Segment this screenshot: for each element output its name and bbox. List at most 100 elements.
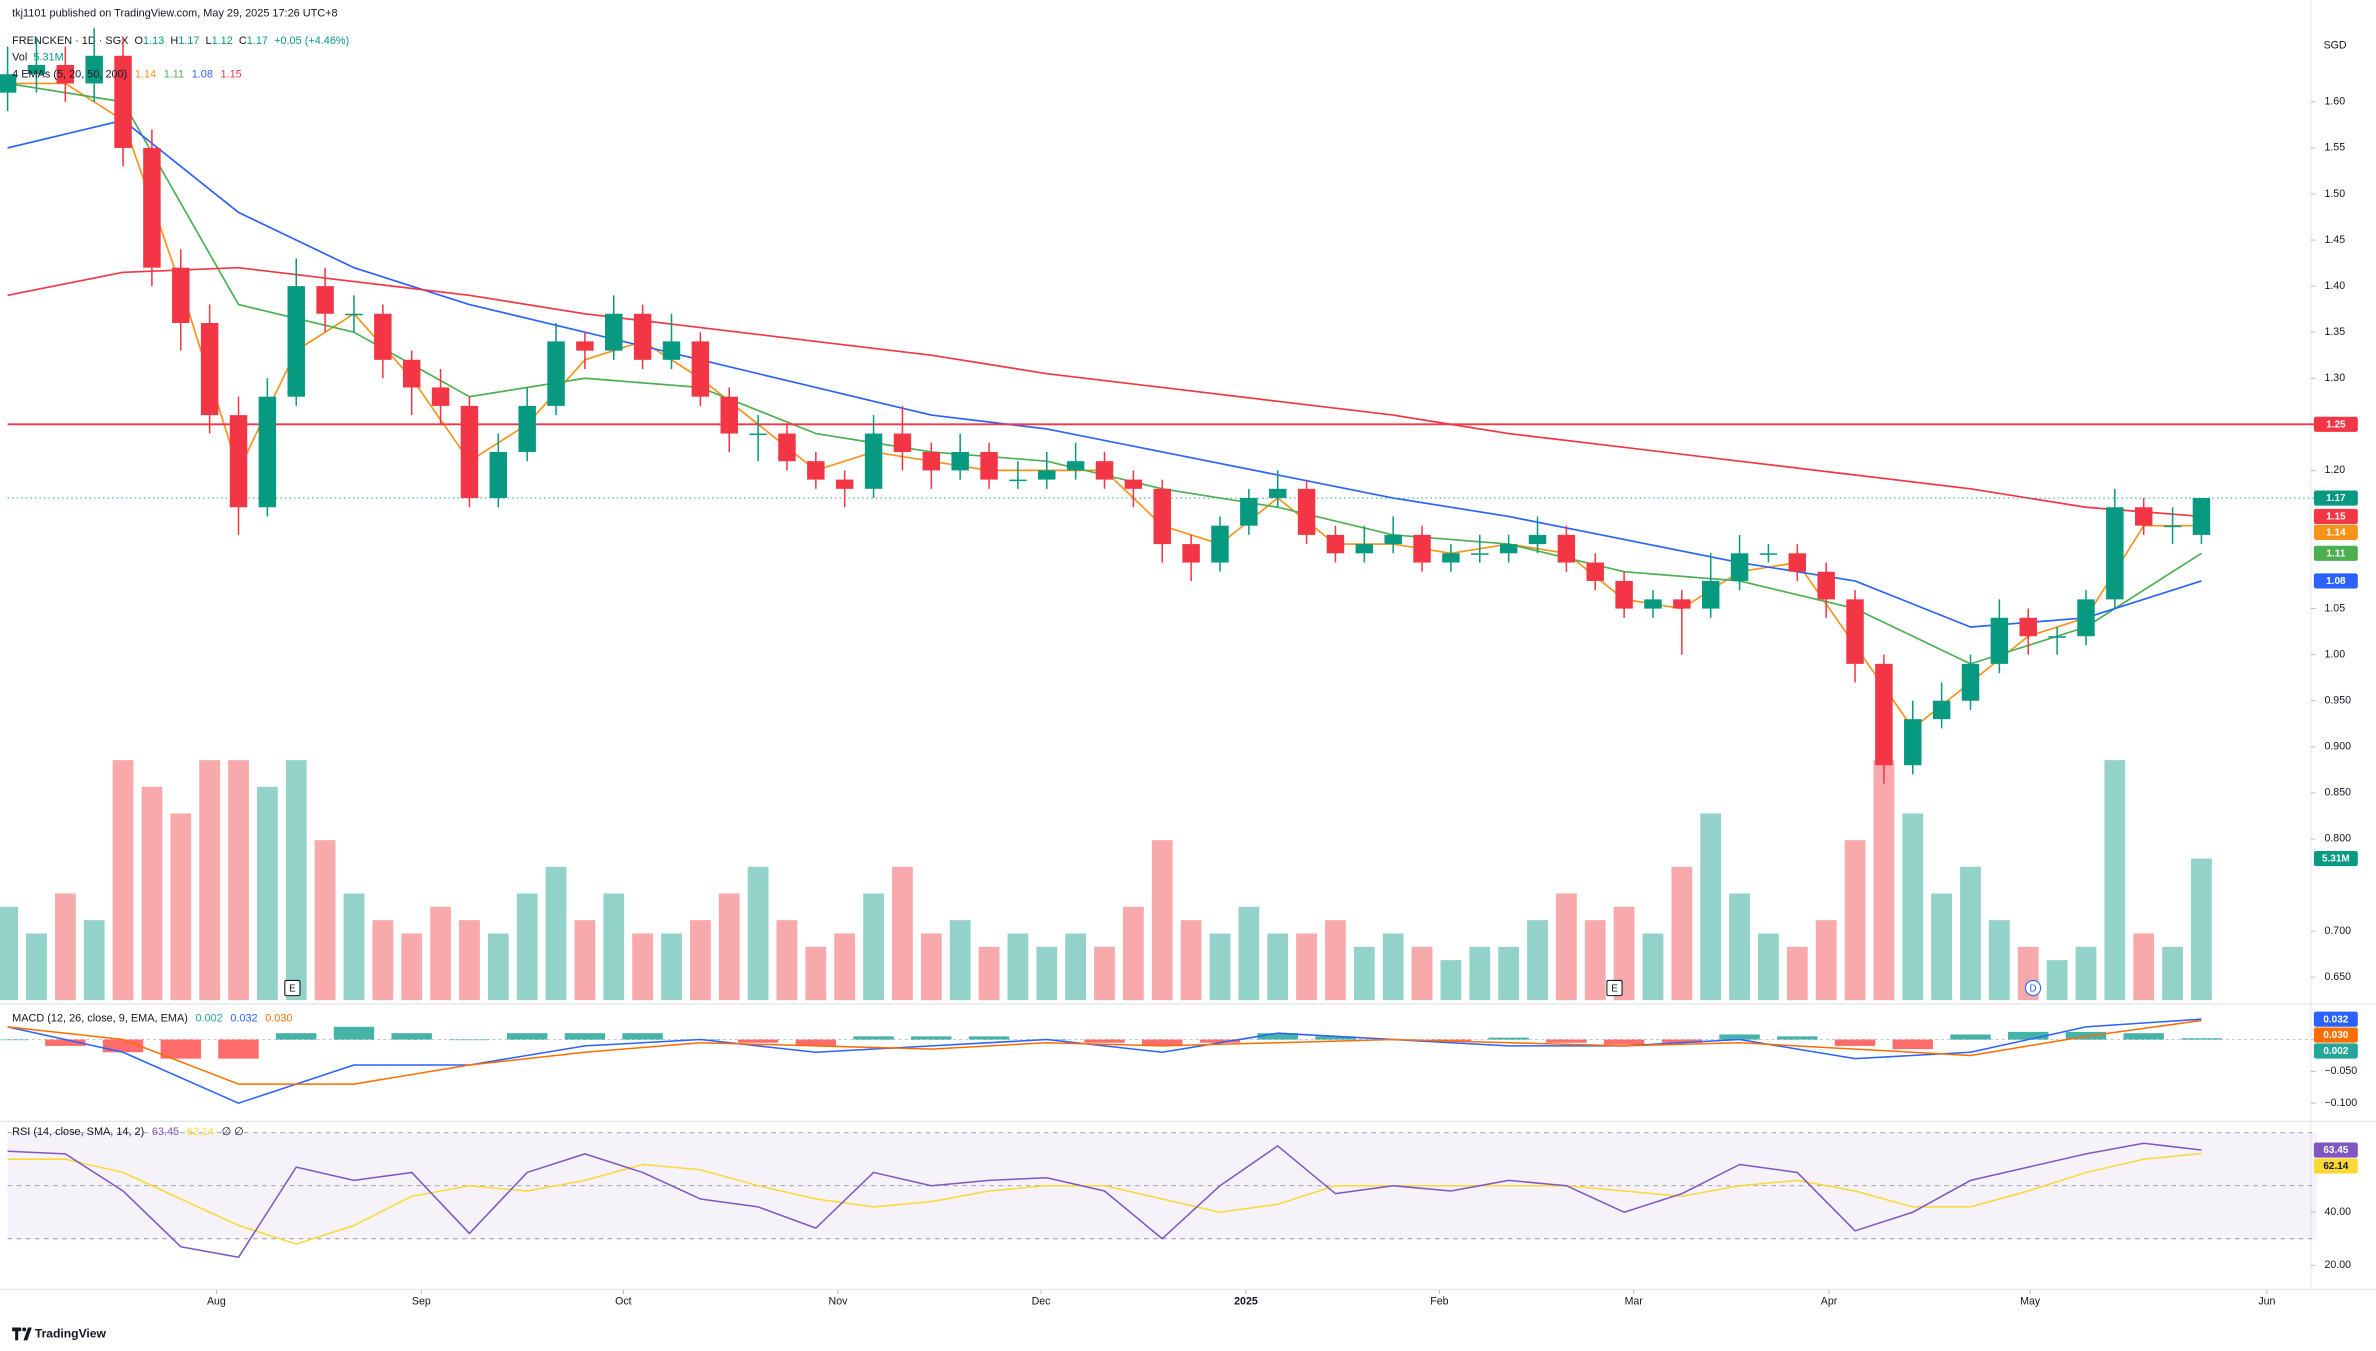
histogram-bar xyxy=(506,1033,548,1040)
logo-text: TradingView xyxy=(35,1326,107,1340)
y-tick-label: 0.900 xyxy=(2324,741,2351,753)
y-tick-label: 1.60 xyxy=(2324,96,2345,108)
candle-body xyxy=(547,341,565,406)
volume-bar xyxy=(545,866,567,1001)
ema-value: 1.15 xyxy=(221,68,242,80)
volume-bar xyxy=(487,933,509,1001)
candle-body xyxy=(1990,617,2009,664)
candle-body xyxy=(287,286,305,397)
ema-value: 1.11 xyxy=(164,68,184,80)
volume-bar xyxy=(1931,893,1953,1001)
candle-body xyxy=(1904,719,1922,766)
histogram-bar xyxy=(1661,1039,1703,1043)
candle-body xyxy=(172,267,190,323)
histogram-bar xyxy=(2123,1033,2164,1040)
y-tick-label: 1.55 xyxy=(2324,142,2345,154)
y-tick-label: 1.00 xyxy=(2324,648,2345,660)
candle-body xyxy=(1788,553,1807,572)
candle-body xyxy=(0,74,17,93)
price-badge xyxy=(2313,573,2358,589)
candle-body xyxy=(893,433,912,452)
histogram-bar xyxy=(1950,1034,1991,1040)
y-tick-label: 0.650 xyxy=(2324,971,2351,983)
price-badge xyxy=(2313,545,2358,561)
rsi-line xyxy=(7,1142,2202,1259)
price-badge xyxy=(2313,1142,2358,1158)
price-badge xyxy=(2313,524,2358,540)
price-badge xyxy=(2313,416,2358,432)
candle-body xyxy=(1875,663,1893,766)
candle-body xyxy=(1730,553,1749,581)
price-badge xyxy=(2313,1027,2358,1043)
volume-bar xyxy=(892,866,913,1001)
volume-bar xyxy=(574,920,596,1001)
candle-body xyxy=(835,479,854,489)
y-tick-label: 1.40 xyxy=(2324,280,2345,292)
volume-bar xyxy=(632,933,654,1001)
y-tick-label: 1.35 xyxy=(2324,326,2345,338)
event-marker xyxy=(1606,979,1623,997)
candle-body xyxy=(1817,571,1835,600)
volume-bar xyxy=(1094,946,1115,1001)
candle-body xyxy=(807,461,825,480)
histogram-bar xyxy=(564,1033,606,1040)
candle-body xyxy=(431,387,450,406)
candle-body xyxy=(864,433,883,489)
volume-bar xyxy=(2075,946,2097,1001)
price-badge-label: 63.45 xyxy=(2323,1145,2348,1156)
volume-bar xyxy=(1469,946,1491,1001)
candle-body xyxy=(1211,525,1229,563)
volume-bar xyxy=(1267,933,1289,1001)
volume-bar xyxy=(661,933,682,1001)
volume-bar xyxy=(718,893,740,1001)
volume-bar xyxy=(1988,920,2010,1001)
volume-bar xyxy=(343,893,365,1001)
x-tick-label: Nov xyxy=(829,1295,849,1307)
volume-bar xyxy=(805,946,827,1001)
macd-title: MACD (12, 26, close, 9, EMA, EMA) xyxy=(12,1012,188,1024)
candle-body xyxy=(633,313,652,360)
event-marker xyxy=(284,979,301,997)
candle-body xyxy=(576,341,594,351)
price-change: +0.05 (+4.46%) xyxy=(274,35,349,47)
y-tick-label: 0.800 xyxy=(2324,833,2351,845)
volume-bar xyxy=(285,760,307,1001)
volume-bar xyxy=(1440,960,1462,1001)
legend-line: FRENCKEN · 1D · SGX O1.13 H1.17 L1.12 C1.17 +… xyxy=(12,35,349,47)
price-badge-label: 0.030 xyxy=(2323,1030,2348,1041)
volume-bar xyxy=(54,893,76,1001)
published-note: tkj1101 published on TradingView.com, Ma… xyxy=(12,8,337,20)
volume-bar xyxy=(1325,920,1346,1001)
legend-line: RSI (14, close, SMA, 14, 2) 63.45 62.14 ∅ ∅ xyxy=(12,1126,243,1138)
volume-bar xyxy=(978,946,1000,1001)
candle-body xyxy=(951,451,969,471)
price-badge-label: 1.14 xyxy=(2326,527,2346,538)
legend-line: 4 EMAs (5, 20, 50, 200) 1.14 1.11 1.08 1.15 xyxy=(12,68,242,80)
y-tick-label: −0.050 xyxy=(2324,1065,2357,1077)
candle-body xyxy=(316,286,334,314)
histogram-bar xyxy=(911,1036,952,1040)
histogram-bar xyxy=(737,1039,779,1043)
histogram-bar xyxy=(1315,1036,1356,1040)
volume-bar xyxy=(1700,813,1722,1001)
candle-body xyxy=(1326,534,1345,554)
volume-bar xyxy=(26,933,47,1001)
volume-bar xyxy=(2191,858,2212,1001)
candle-body xyxy=(27,65,46,75)
volume-bar xyxy=(1036,946,1058,1001)
candle-body xyxy=(2106,507,2124,600)
histogram-bar xyxy=(622,1033,663,1040)
candle-body xyxy=(1471,553,1489,555)
candle-body xyxy=(2163,525,2182,528)
candle-body xyxy=(749,433,767,436)
candle-body xyxy=(2019,617,2037,637)
candle-body xyxy=(1644,599,1662,609)
ohlc-value: 1.17 xyxy=(247,35,268,47)
ohlc-value: 1.12 xyxy=(212,35,233,47)
volume-bar xyxy=(1007,933,1029,1001)
volume-bar xyxy=(83,920,105,1001)
volume-bar xyxy=(1671,866,1693,1001)
candle-body xyxy=(1759,553,1778,555)
y-tick-label: 0.950 xyxy=(2324,695,2351,707)
